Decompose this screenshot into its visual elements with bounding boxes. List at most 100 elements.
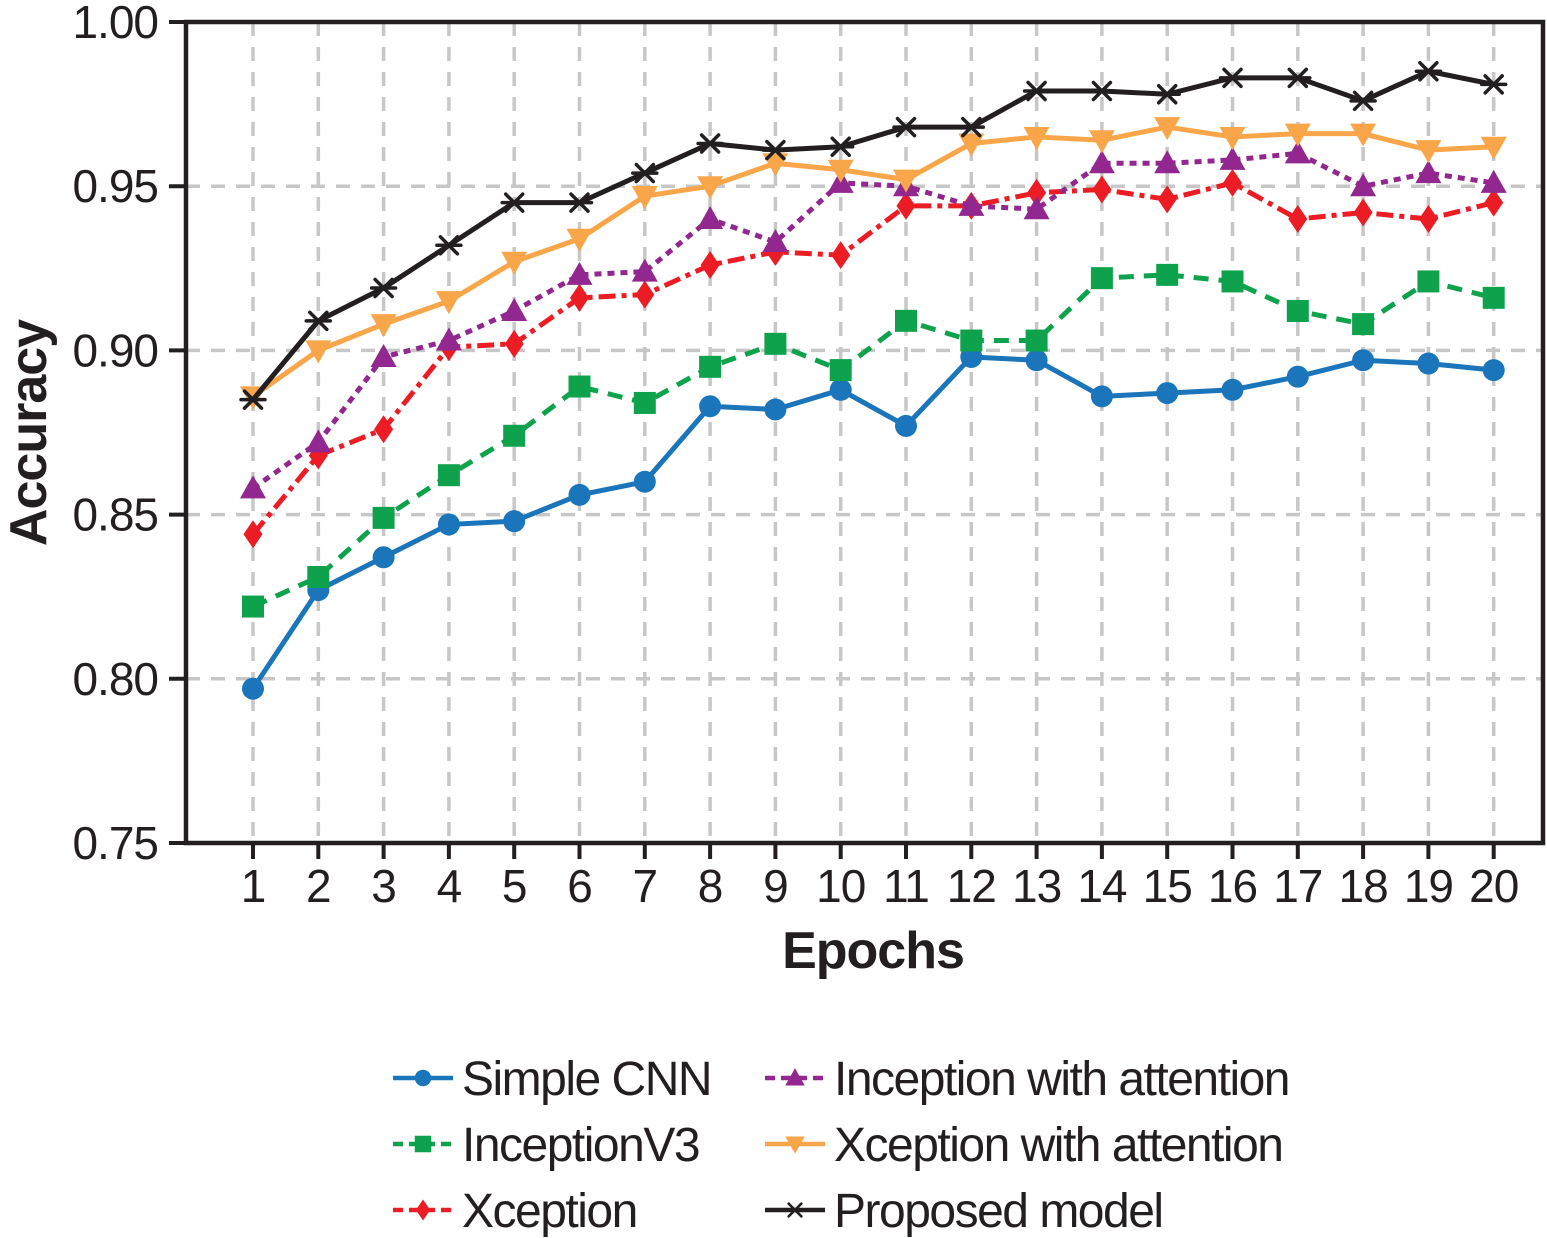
asterisk-marker bbox=[1284, 67, 1312, 89]
triangle-up-marker bbox=[631, 258, 658, 282]
asterisk-marker bbox=[761, 139, 790, 161]
asterisk-marker bbox=[696, 133, 724, 154]
legend-item-inception-with-attention: Inception with attention bbox=[765, 1053, 1291, 1106]
circle-marker bbox=[764, 398, 787, 421]
x-tick-label-5: 5 bbox=[502, 860, 527, 912]
triangle-down-marker bbox=[1415, 140, 1442, 164]
triangle-up-marker bbox=[1350, 173, 1377, 197]
triangle-down-marker bbox=[1284, 123, 1311, 147]
square-marker bbox=[1025, 329, 1048, 352]
diamond-marker bbox=[1092, 175, 1112, 204]
square-marker bbox=[1090, 267, 1113, 290]
x-tick-label-8: 8 bbox=[698, 860, 723, 912]
diamond-marker bbox=[415, 1199, 431, 1221]
diamond-marker bbox=[570, 283, 589, 312]
diamond-marker bbox=[1288, 205, 1308, 234]
square-marker bbox=[895, 309, 917, 332]
triangle-down-marker bbox=[785, 1136, 805, 1154]
series-line bbox=[251, 180, 1495, 536]
x-tick-label-16: 16 bbox=[1208, 860, 1257, 912]
asterisk-marker bbox=[826, 136, 855, 158]
triangle-up-marker bbox=[1284, 140, 1311, 164]
legend-item-xception: Xception bbox=[393, 1185, 638, 1238]
triangle-down-marker bbox=[370, 314, 397, 338]
circle-marker bbox=[699, 395, 722, 418]
y-tick-label-0.75: 0.75 bbox=[72, 817, 158, 869]
asterisk-marker bbox=[435, 235, 463, 256]
square-marker bbox=[1286, 299, 1309, 322]
data-series bbox=[239, 61, 1508, 700]
triangle-up-marker bbox=[305, 429, 332, 453]
legend: Simple CNN InceptionV3 Xception Inception w… bbox=[393, 1053, 1291, 1238]
y-tick-label-0.95: 0.95 bbox=[72, 160, 158, 212]
triangle-up-marker bbox=[566, 261, 593, 285]
series-line bbox=[251, 150, 1495, 491]
diamond-marker bbox=[243, 520, 263, 549]
triangle-up-marker bbox=[697, 206, 724, 230]
series-proposed-model bbox=[239, 61, 1508, 410]
diamond-marker bbox=[1353, 198, 1373, 227]
square-marker bbox=[829, 359, 852, 382]
asterisk-marker bbox=[1022, 80, 1051, 102]
legend-item-inceptionv3: InceptionV3 bbox=[393, 1119, 701, 1172]
circle-marker bbox=[1352, 349, 1375, 372]
diamond-marker bbox=[1223, 168, 1242, 197]
asterisk-marker bbox=[957, 116, 986, 138]
asterisk-marker bbox=[1218, 67, 1247, 89]
triangle-down-marker bbox=[697, 176, 724, 200]
y-tick-label-0.85: 0.85 bbox=[72, 489, 158, 541]
asterisk-marker bbox=[369, 277, 398, 299]
x-axis-title: Epochs bbox=[782, 922, 964, 980]
legend-item-simple-cnn: Simple CNN bbox=[393, 1053, 713, 1106]
triangle-down-marker bbox=[501, 251, 528, 275]
asterisk-marker bbox=[892, 116, 920, 138]
series-xception bbox=[243, 168, 1504, 549]
asterisk-marker bbox=[304, 310, 333, 332]
x-tick-label-2: 2 bbox=[306, 860, 331, 912]
circle-marker bbox=[568, 483, 591, 506]
square-marker bbox=[699, 355, 722, 378]
triangle-up-marker bbox=[435, 327, 462, 351]
y-axis-title: Accuracy bbox=[0, 319, 58, 546]
square-marker bbox=[414, 1135, 432, 1153]
asterisk-marker bbox=[239, 389, 267, 410]
circle-marker bbox=[372, 546, 395, 569]
triangle-down-marker bbox=[958, 133, 985, 157]
square-marker bbox=[633, 391, 656, 414]
circle-marker bbox=[1482, 359, 1505, 382]
diamond-marker bbox=[504, 329, 524, 358]
asterisk-marker bbox=[631, 162, 659, 184]
series-inception-with-attention bbox=[240, 140, 1507, 499]
circle-marker bbox=[437, 513, 460, 536]
legend-label: Xception with attention bbox=[834, 1119, 1282, 1172]
legend-label: Inception with attention bbox=[834, 1053, 1289, 1106]
triangle-up-marker bbox=[1415, 160, 1442, 184]
x-tick-label-14: 14 bbox=[1077, 860, 1127, 912]
asterisk-marker bbox=[1414, 61, 1443, 82]
diamond-marker bbox=[1418, 205, 1438, 234]
asterisk-marker bbox=[1153, 83, 1181, 105]
asterisk-marker bbox=[500, 192, 528, 213]
circle-marker bbox=[1221, 378, 1244, 401]
plot-border bbox=[183, 19, 1546, 846]
square-marker bbox=[503, 424, 526, 447]
diamond-marker bbox=[896, 191, 916, 220]
asterisk-marker bbox=[1479, 74, 1508, 95]
triangle-down-marker bbox=[1088, 130, 1115, 154]
legend-label: InceptionV3 bbox=[462, 1119, 699, 1172]
triangle-up-marker bbox=[1088, 150, 1115, 174]
square-marker bbox=[764, 332, 787, 355]
triangle-down-marker bbox=[1154, 117, 1181, 141]
series-inceptionv3 bbox=[242, 263, 1505, 618]
x-tick-label-6: 6 bbox=[567, 860, 592, 912]
triangle-up-marker bbox=[1154, 150, 1181, 174]
x-tick-label-17: 17 bbox=[1273, 860, 1322, 912]
square-marker bbox=[1156, 263, 1179, 286]
y-tick-label-1.00: 1.00 bbox=[72, 0, 158, 48]
triangle-down-marker bbox=[435, 291, 462, 315]
x-tick-label-9: 9 bbox=[763, 860, 788, 912]
triangle-up-marker bbox=[240, 475, 266, 499]
circle-marker bbox=[1417, 352, 1440, 375]
